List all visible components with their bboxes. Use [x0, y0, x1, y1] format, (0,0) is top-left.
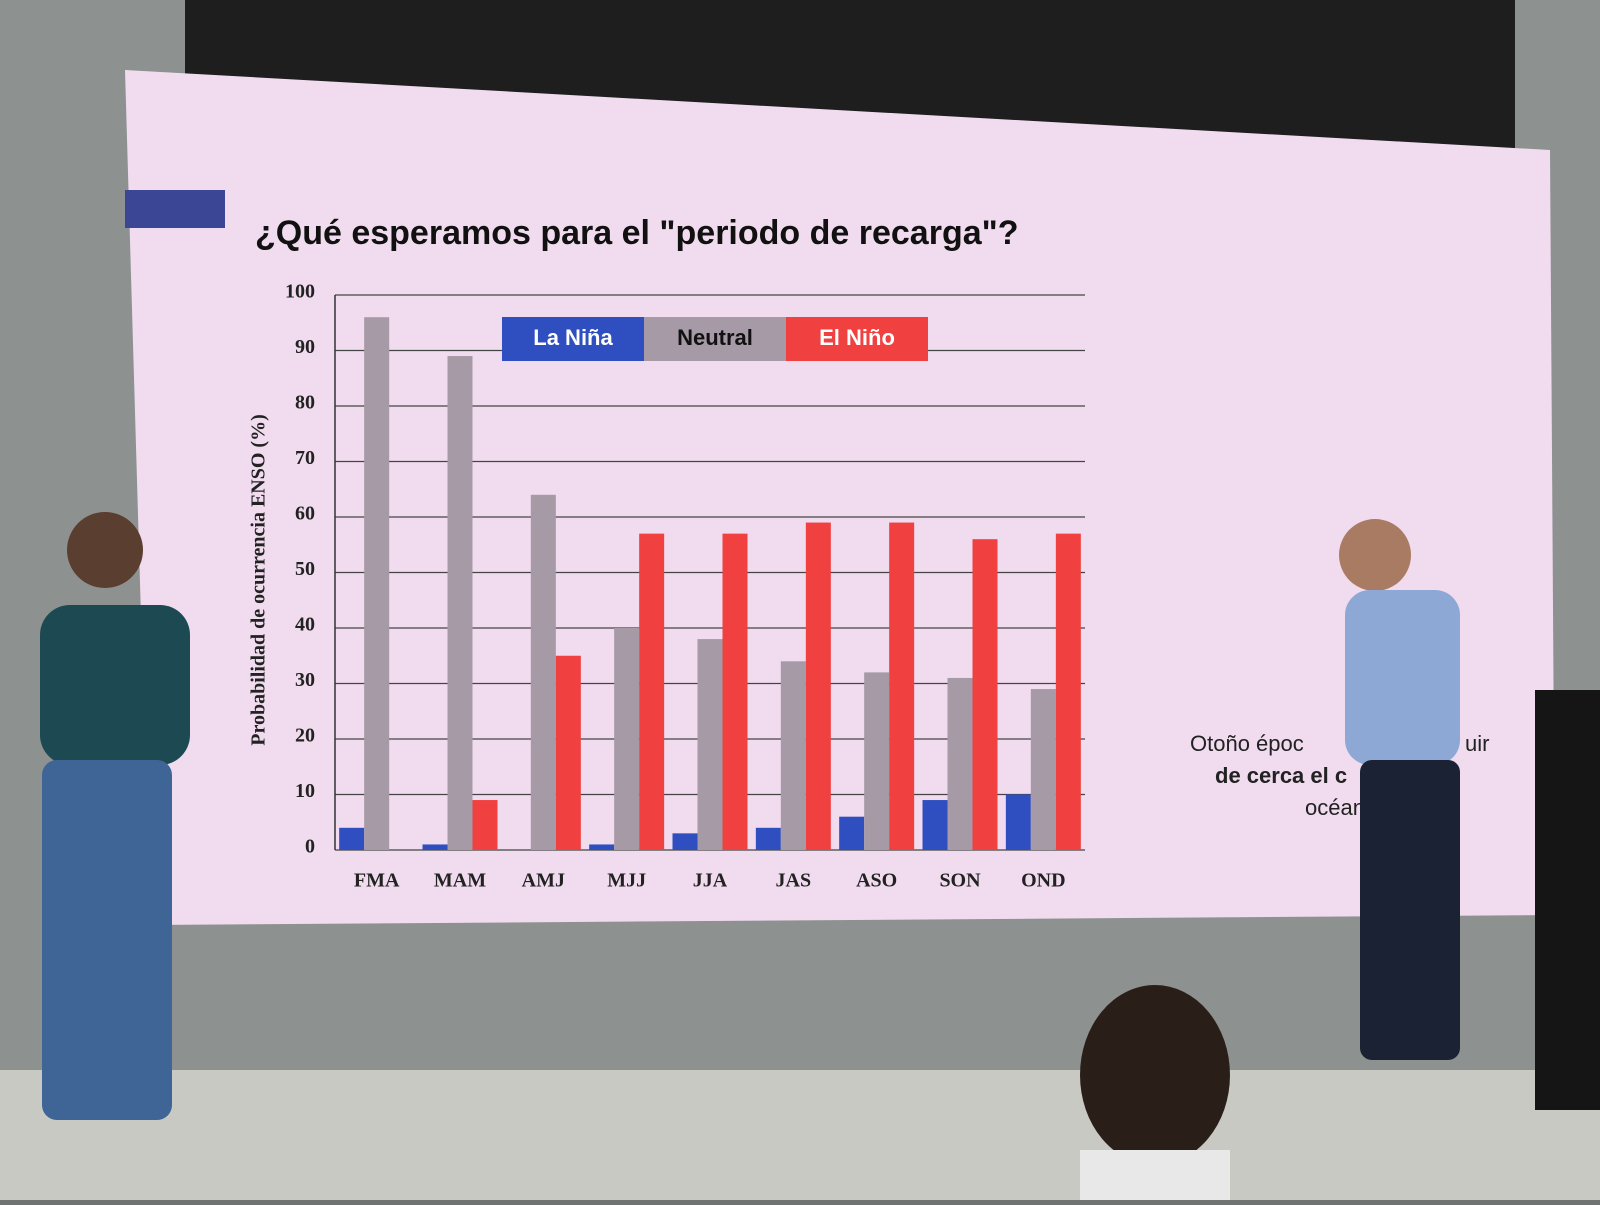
- bar: [472, 800, 498, 850]
- bar: [530, 494, 556, 850]
- bar: [1005, 794, 1031, 850]
- legend-swatch: [502, 317, 644, 361]
- bar: [447, 356, 473, 850]
- bar: [972, 539, 998, 850]
- bar: [589, 844, 615, 850]
- bar: [722, 533, 748, 850]
- bar: [555, 655, 581, 850]
- x-tick-label: FMA: [354, 870, 400, 892]
- bar: [1055, 533, 1081, 850]
- accent-bar: [125, 190, 225, 228]
- y-tick-label: 90: [295, 336, 315, 358]
- stage-floor: [0, 1070, 1600, 1200]
- shirt: [1080, 1150, 1230, 1200]
- shirt: [1345, 590, 1460, 765]
- y-tick-label: 100: [285, 281, 315, 303]
- y-tick-label: 0: [305, 836, 315, 858]
- bar: [697, 639, 723, 850]
- audience-head: [1080, 985, 1230, 1200]
- bar: [805, 522, 831, 850]
- legend-swatch: [786, 317, 928, 361]
- bar: [922, 800, 948, 850]
- trousers: [1360, 760, 1460, 1060]
- y-tick-label: 70: [295, 447, 315, 469]
- annotation: Otoño époc uir de cerca el c océan: [1190, 731, 1489, 820]
- bar: [755, 827, 781, 850]
- y-tick-label: 50: [295, 558, 315, 580]
- bar: [672, 833, 698, 850]
- y-tick-label: 40: [295, 614, 315, 636]
- y-tick-label: 30: [295, 669, 315, 691]
- x-tick-label: ASO: [856, 870, 897, 892]
- bar: [864, 672, 890, 850]
- legend-label: Neutral: [677, 325, 753, 350]
- annotation-text: océan: [1305, 795, 1365, 820]
- annotation-text: uir: [1465, 731, 1489, 756]
- plot: 0 10 20 30 40 50 60 70 80 90 100 FMA MAM AMJ MJJ JJA JAS…: [285, 281, 1085, 892]
- bar: [339, 827, 365, 850]
- head: [1080, 985, 1230, 1165]
- x-tick-label: OND: [1021, 870, 1065, 892]
- y-tick-label: 80: [295, 392, 315, 414]
- bar: [947, 677, 973, 850]
- y-axis-label: Probabilidad de ocurrencia ENSO (%): [248, 414, 270, 746]
- shirt: [40, 605, 190, 765]
- bar: [780, 661, 806, 850]
- x-tick-label: JAS: [776, 870, 812, 892]
- jeans: [42, 760, 172, 1120]
- presenter-left: [40, 512, 190, 1120]
- x-tick-label: MJJ: [607, 870, 646, 892]
- x-tick-label: SON: [939, 870, 981, 892]
- legend-label: El Niño: [819, 325, 895, 350]
- y-tick-label: 20: [295, 725, 315, 747]
- x-tick-label: JJA: [693, 870, 728, 892]
- bar: [422, 844, 448, 850]
- legend-swatch: [644, 317, 786, 361]
- head: [67, 512, 143, 588]
- bar: [614, 628, 640, 850]
- screen: [125, 70, 1555, 925]
- head: [1339, 519, 1411, 591]
- y-tick-label: 10: [295, 780, 315, 802]
- bar: [889, 522, 915, 850]
- annotation-text: de cerca el c: [1215, 763, 1347, 788]
- bar: [364, 317, 390, 850]
- chart-title: ¿Qué esperamos para el "periodo de recar…: [255, 214, 1019, 252]
- x-tick-label: MAM: [434, 870, 486, 892]
- legend-label: La Niña: [533, 325, 613, 350]
- bar: [639, 533, 665, 850]
- bar: [839, 816, 865, 850]
- annotation-text: Otoño époc: [1190, 731, 1304, 756]
- bar: [1030, 689, 1056, 850]
- presenter-right: [1339, 519, 1460, 1060]
- y-tick-label: 60: [295, 503, 315, 525]
- x-tick-label: AMJ: [522, 870, 565, 892]
- lectern: [1535, 690, 1600, 1110]
